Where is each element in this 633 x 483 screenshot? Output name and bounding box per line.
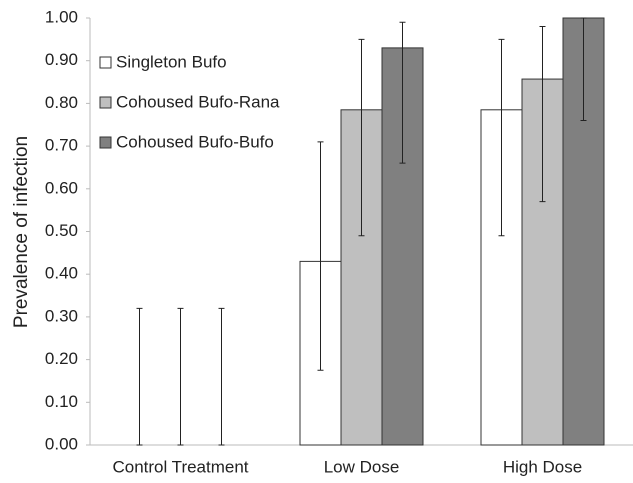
legend-label: Cohoused Bufo-Bufo <box>116 132 274 151</box>
error-bar <box>218 307 225 446</box>
x-tick-label: Control Treatment <box>112 457 248 476</box>
legend-swatch <box>99 136 112 149</box>
error-bar <box>580 17 587 121</box>
legend-swatch <box>99 96 112 109</box>
error-bar <box>317 141 324 371</box>
y-tick-label: 0.60 <box>45 178 78 197</box>
y-tick-label: 0.80 <box>45 93 78 112</box>
y-tick-label: 1.00 <box>45 7 78 26</box>
error-bar <box>136 307 143 446</box>
y-tick-label: 0.40 <box>45 264 78 283</box>
y-axis-label: Prevalence of infection <box>11 136 32 328</box>
error-bar <box>399 21 406 164</box>
legend-swatch <box>99 56 112 69</box>
y-tick-label: 0.70 <box>45 136 78 155</box>
error-bar <box>177 307 184 446</box>
y-tick-label: 0.10 <box>45 392 78 411</box>
legend-label: Singleton Bufo <box>116 52 227 71</box>
y-tick-label: 0.50 <box>45 221 78 240</box>
legend-label: Cohoused Bufo-Rana <box>116 92 280 111</box>
error-bar <box>539 26 546 203</box>
y-tick-label: 0.20 <box>45 349 78 368</box>
x-tick-label: High Dose <box>503 457 582 476</box>
y-tick-label: 0.30 <box>45 306 78 325</box>
y-tick-label: 0.90 <box>45 50 78 69</box>
x-tick-label: Low Dose <box>324 457 400 476</box>
error-bar <box>498 38 505 237</box>
error-bar <box>358 38 365 237</box>
y-tick-label: 0.00 <box>45 434 78 453</box>
